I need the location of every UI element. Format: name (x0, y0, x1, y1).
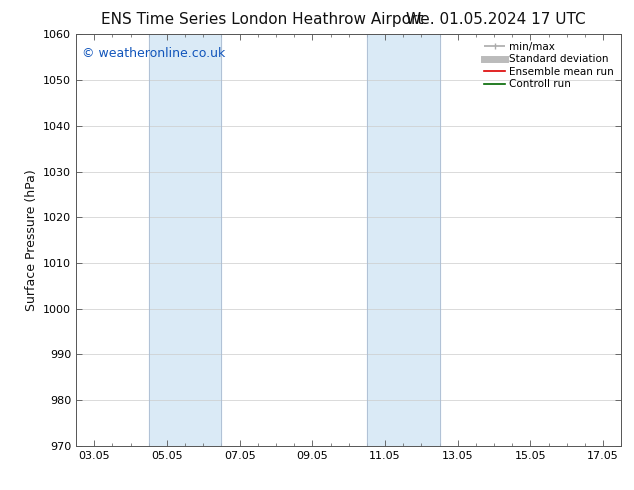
Text: © weatheronline.co.uk: © weatheronline.co.uk (82, 47, 225, 60)
Bar (149, 34, 221, 446)
Text: ENS Time Series London Heathrow Airport: ENS Time Series London Heathrow Airport (101, 12, 424, 27)
Y-axis label: Surface Pressure (hPa): Surface Pressure (hPa) (25, 169, 37, 311)
Bar (367, 34, 439, 446)
Legend: min/max, Standard deviation, Ensemble mean run, Controll run: min/max, Standard deviation, Ensemble me… (480, 37, 618, 94)
Text: We. 01.05.2024 17 UTC: We. 01.05.2024 17 UTC (406, 12, 585, 27)
